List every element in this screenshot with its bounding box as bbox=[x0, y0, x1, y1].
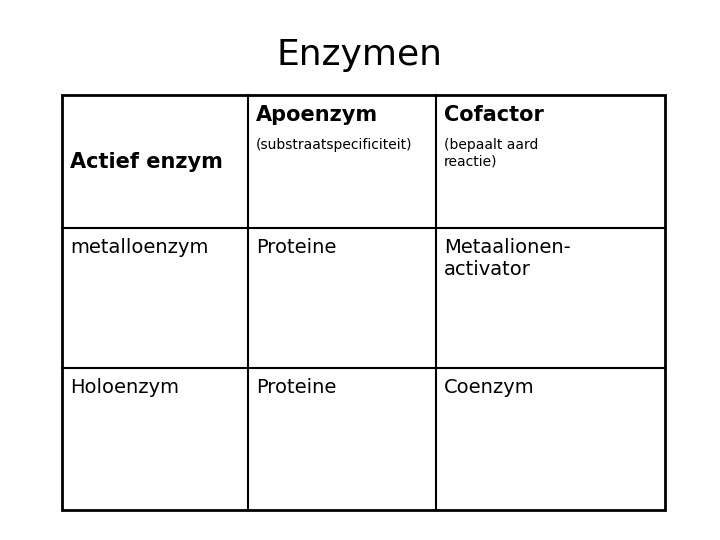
Text: Proteine: Proteine bbox=[256, 378, 336, 397]
Text: Apoenzym: Apoenzym bbox=[256, 105, 378, 125]
Text: (substraatspecificiteit): (substraatspecificiteit) bbox=[256, 138, 413, 152]
Text: Proteine: Proteine bbox=[256, 238, 336, 257]
Text: metalloenzym: metalloenzym bbox=[70, 238, 208, 257]
Text: Enzymen: Enzymen bbox=[277, 38, 443, 72]
Bar bbox=[62, 95, 665, 510]
Text: Metaalionen-
activator: Metaalionen- activator bbox=[444, 238, 571, 279]
Text: Holoenzym: Holoenzym bbox=[70, 378, 179, 397]
Text: Cofactor: Cofactor bbox=[444, 105, 544, 125]
Text: (bepaalt aard
reactie): (bepaalt aard reactie) bbox=[444, 138, 539, 168]
Text: Actief enzym: Actief enzym bbox=[70, 152, 223, 172]
Text: Coenzym: Coenzym bbox=[444, 378, 535, 397]
